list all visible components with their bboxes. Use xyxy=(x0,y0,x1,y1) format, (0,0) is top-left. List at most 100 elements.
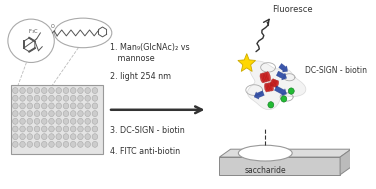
Text: O: O xyxy=(50,24,54,29)
Circle shape xyxy=(20,95,25,101)
Circle shape xyxy=(49,111,54,117)
Circle shape xyxy=(92,118,98,124)
Circle shape xyxy=(34,103,40,109)
FancyArrow shape xyxy=(279,64,288,72)
Circle shape xyxy=(41,134,47,140)
Circle shape xyxy=(63,126,69,132)
Polygon shape xyxy=(340,149,351,175)
Polygon shape xyxy=(238,54,256,71)
Circle shape xyxy=(70,141,76,147)
Circle shape xyxy=(34,126,40,132)
Circle shape xyxy=(70,126,76,132)
Circle shape xyxy=(12,118,18,124)
Circle shape xyxy=(85,95,91,101)
Circle shape xyxy=(56,126,62,132)
Circle shape xyxy=(41,141,47,147)
Circle shape xyxy=(27,111,33,117)
Circle shape xyxy=(85,103,91,109)
Ellipse shape xyxy=(264,83,268,92)
Ellipse shape xyxy=(54,18,112,48)
Circle shape xyxy=(41,118,47,124)
Circle shape xyxy=(78,95,83,101)
Circle shape xyxy=(34,88,40,94)
Circle shape xyxy=(63,88,69,94)
Circle shape xyxy=(34,118,40,124)
Circle shape xyxy=(56,118,62,124)
Circle shape xyxy=(20,141,25,147)
Circle shape xyxy=(49,103,54,109)
Circle shape xyxy=(41,103,47,109)
Circle shape xyxy=(92,141,98,147)
Circle shape xyxy=(63,141,69,147)
Circle shape xyxy=(41,111,47,117)
Ellipse shape xyxy=(8,19,54,63)
Circle shape xyxy=(27,141,33,147)
FancyArrow shape xyxy=(254,91,264,99)
Circle shape xyxy=(56,95,62,101)
Circle shape xyxy=(70,118,76,124)
Ellipse shape xyxy=(260,73,264,83)
Polygon shape xyxy=(220,149,351,157)
Circle shape xyxy=(70,111,76,117)
Circle shape xyxy=(92,134,98,140)
Circle shape xyxy=(12,88,18,94)
Circle shape xyxy=(12,141,18,147)
Circle shape xyxy=(12,95,18,101)
Circle shape xyxy=(27,95,33,101)
Circle shape xyxy=(78,103,83,109)
Circle shape xyxy=(20,88,25,94)
Circle shape xyxy=(288,88,294,94)
Ellipse shape xyxy=(267,72,271,81)
Text: DC-SIGN - biotin: DC-SIGN - biotin xyxy=(305,66,367,75)
Circle shape xyxy=(12,111,18,117)
Circle shape xyxy=(63,103,69,109)
Circle shape xyxy=(78,141,83,147)
Circle shape xyxy=(85,88,91,94)
Circle shape xyxy=(34,95,40,101)
Bar xyxy=(11,85,103,154)
FancyArrow shape xyxy=(274,86,287,96)
Circle shape xyxy=(41,88,47,94)
FancyArrow shape xyxy=(276,71,287,80)
Circle shape xyxy=(49,134,54,140)
Circle shape xyxy=(20,126,25,132)
Circle shape xyxy=(63,118,69,124)
Circle shape xyxy=(85,134,91,140)
Circle shape xyxy=(41,126,47,132)
Circle shape xyxy=(20,134,25,140)
Circle shape xyxy=(92,111,98,117)
Ellipse shape xyxy=(265,72,269,82)
Circle shape xyxy=(12,126,18,132)
Text: Fluoresce: Fluoresce xyxy=(272,5,312,14)
Ellipse shape xyxy=(270,79,274,86)
Ellipse shape xyxy=(262,73,266,83)
Circle shape xyxy=(85,141,91,147)
Ellipse shape xyxy=(270,82,274,91)
Circle shape xyxy=(63,134,69,140)
Circle shape xyxy=(78,126,83,132)
Ellipse shape xyxy=(273,80,276,87)
Circle shape xyxy=(281,96,287,102)
Ellipse shape xyxy=(263,72,267,82)
Circle shape xyxy=(34,141,40,147)
Circle shape xyxy=(20,111,25,117)
Text: 2. light 254 nm: 2. light 254 nm xyxy=(110,72,171,81)
Circle shape xyxy=(56,111,62,117)
Circle shape xyxy=(63,95,69,101)
Ellipse shape xyxy=(269,82,272,91)
Circle shape xyxy=(70,88,76,94)
Circle shape xyxy=(27,126,33,132)
Circle shape xyxy=(92,103,98,109)
Circle shape xyxy=(49,141,54,147)
Circle shape xyxy=(27,103,33,109)
Circle shape xyxy=(92,126,98,132)
Circle shape xyxy=(20,103,25,109)
Ellipse shape xyxy=(275,81,279,88)
Circle shape xyxy=(56,134,62,140)
Ellipse shape xyxy=(266,83,269,92)
Circle shape xyxy=(85,118,91,124)
Circle shape xyxy=(27,134,33,140)
Circle shape xyxy=(34,111,40,117)
Ellipse shape xyxy=(267,83,271,91)
Circle shape xyxy=(268,102,274,108)
